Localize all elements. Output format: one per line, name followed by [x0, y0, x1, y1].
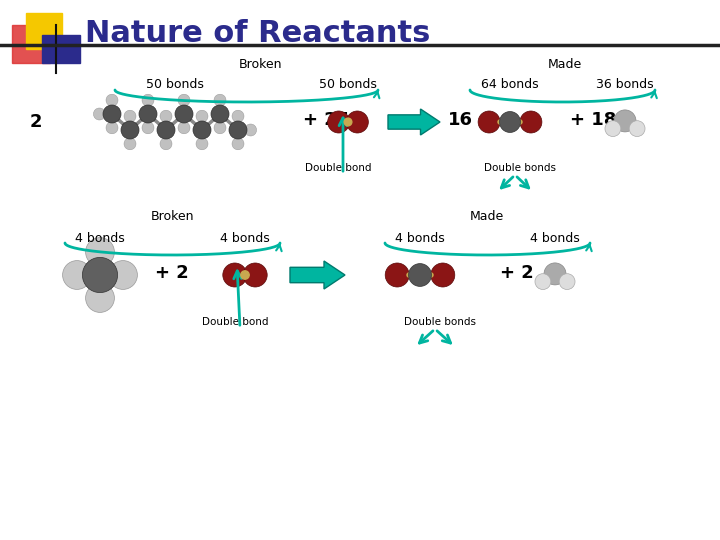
Circle shape — [160, 110, 172, 122]
Circle shape — [175, 105, 193, 123]
Text: Nature of Reactants: Nature of Reactants — [85, 18, 431, 48]
Circle shape — [328, 111, 350, 133]
Circle shape — [544, 263, 566, 285]
Circle shape — [178, 122, 190, 134]
Circle shape — [614, 110, 636, 132]
Text: 4 bonds: 4 bonds — [530, 232, 580, 245]
Text: Broken: Broken — [150, 211, 194, 224]
Text: Broken: Broken — [238, 57, 282, 71]
Text: 4 bonds: 4 bonds — [395, 232, 445, 245]
Text: 50 bonds: 50 bonds — [319, 78, 377, 91]
Circle shape — [106, 94, 118, 106]
Text: Made: Made — [470, 211, 504, 224]
Text: Double bonds: Double bonds — [404, 317, 476, 327]
Circle shape — [240, 271, 249, 279]
Circle shape — [520, 111, 542, 133]
Circle shape — [243, 263, 267, 287]
Text: 36 bonds: 36 bonds — [596, 78, 654, 91]
Text: Double bond: Double bond — [305, 163, 372, 173]
Text: 64 bonds: 64 bonds — [481, 78, 539, 91]
Circle shape — [109, 261, 138, 289]
Text: 50 bonds: 50 bonds — [146, 78, 204, 91]
Circle shape — [124, 110, 136, 122]
Circle shape — [121, 121, 139, 139]
Circle shape — [211, 105, 229, 123]
Circle shape — [500, 112, 521, 132]
Text: + 2: + 2 — [500, 264, 534, 282]
Circle shape — [193, 121, 211, 139]
Circle shape — [346, 111, 369, 133]
Text: 2: 2 — [30, 113, 42, 131]
Text: 4 bonds: 4 bonds — [220, 232, 270, 245]
Circle shape — [629, 120, 645, 137]
Circle shape — [229, 121, 247, 139]
Bar — [26, 13, 62, 49]
Text: + 25: + 25 — [303, 111, 349, 129]
Circle shape — [478, 111, 500, 133]
Text: Double bonds: Double bonds — [484, 163, 556, 173]
Circle shape — [196, 110, 208, 122]
Circle shape — [124, 138, 136, 150]
Text: Made: Made — [548, 57, 582, 71]
Circle shape — [605, 120, 621, 137]
Circle shape — [103, 105, 121, 123]
Circle shape — [559, 274, 575, 289]
Circle shape — [157, 121, 175, 139]
Circle shape — [160, 138, 172, 150]
Text: Double bond: Double bond — [202, 317, 269, 327]
Circle shape — [142, 122, 154, 134]
Polygon shape — [290, 261, 345, 289]
Text: + 2: + 2 — [155, 264, 189, 282]
Circle shape — [86, 238, 114, 266]
Circle shape — [86, 284, 114, 313]
Circle shape — [214, 122, 226, 134]
Circle shape — [222, 263, 247, 287]
Text: 16: 16 — [448, 111, 473, 129]
Circle shape — [106, 122, 118, 134]
Bar — [12, 25, 50, 63]
Circle shape — [232, 110, 244, 122]
Circle shape — [196, 138, 208, 150]
Circle shape — [344, 118, 352, 126]
Circle shape — [409, 264, 431, 286]
Text: 4 bonds: 4 bonds — [75, 232, 125, 245]
Circle shape — [232, 138, 244, 150]
Circle shape — [63, 261, 91, 289]
Circle shape — [139, 105, 157, 123]
Circle shape — [245, 124, 256, 136]
Circle shape — [535, 274, 551, 289]
Circle shape — [214, 94, 226, 106]
Bar — [42, 35, 80, 63]
Circle shape — [82, 258, 117, 293]
Polygon shape — [388, 109, 440, 135]
Text: + 18: + 18 — [570, 111, 616, 129]
Circle shape — [385, 263, 409, 287]
Circle shape — [431, 263, 455, 287]
Circle shape — [142, 94, 154, 106]
Circle shape — [178, 94, 190, 106]
Circle shape — [94, 108, 105, 120]
